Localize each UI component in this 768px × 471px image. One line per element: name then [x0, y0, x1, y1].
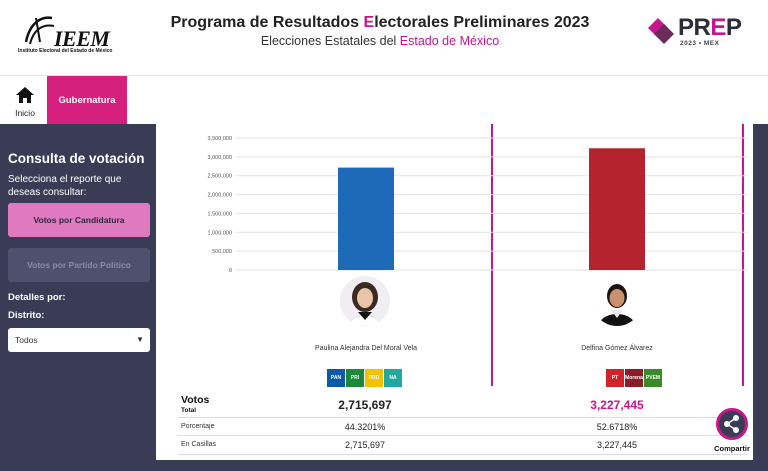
- header: IEEM Instituto Electoral del Estado de M…: [0, 0, 768, 76]
- chevron-down-icon: ▼: [136, 335, 144, 344]
- tab-gubernatura[interactable]: Gubernatura: [47, 76, 127, 124]
- page-title: Programa de Resultados Electorales Preli…: [170, 14, 590, 31]
- casillas-1: 2,715,697: [344, 440, 386, 450]
- votos-por-partido-button[interactable]: Votos por Partido Político: [8, 248, 150, 282]
- district-select-value: Todos: [15, 335, 38, 345]
- total-label: Total: [181, 407, 197, 414]
- share-label: Compartir: [714, 444, 750, 453]
- party-logo-na-icon: NA: [384, 369, 402, 387]
- table-divider: [178, 417, 748, 418]
- page-subtitle: Elecciones Estatales del Estado de Méxic…: [260, 34, 500, 48]
- sidebar: Consulta de votación Selecciona el repor…: [0, 124, 156, 471]
- y-tick-label: 2,500,000: [208, 174, 232, 180]
- prep-wordmark: PREP: [678, 14, 742, 41]
- casillas-2: 3,227,445: [596, 440, 638, 450]
- district-select[interactable]: Todos ▼: [8, 328, 150, 352]
- party-logos-1: PAN PRI PRD NA: [327, 369, 402, 387]
- ieem-emblem-icon: [24, 16, 55, 45]
- results-panel: 0 500,000 1,000,000 1,500,000 2,000,000 2,500…: [156, 124, 753, 460]
- y-tick-label: 3,000,000: [208, 155, 232, 161]
- bar-1[interactable]: [338, 167, 394, 270]
- bar-2[interactable]: [589, 148, 645, 270]
- candidate-name-1: Paulina Alejandra Del Moral Vela: [315, 345, 417, 352]
- casillas-label: En Casillas: [181, 441, 217, 448]
- ieem-tagline: Instituto Electoral del Estado de México: [18, 48, 113, 54]
- party-logo-pri-icon: PRI: [346, 369, 364, 387]
- share-icon: [724, 415, 739, 433]
- y-tick-label: 3,500,000: [208, 136, 232, 142]
- party-logo-pvem-icon: PVEM: [644, 369, 662, 387]
- party-logo-pan-icon: PAN: [327, 369, 345, 387]
- y-tick-label: 0: [229, 268, 232, 274]
- y-tick-label: 2,000,000: [208, 193, 232, 199]
- column-divider: [491, 124, 493, 386]
- votos-total-2: 3,227,445: [590, 398, 644, 412]
- candidate-name-2: Delfina Gómez Álvarez: [581, 345, 653, 352]
- votos-por-candidatura-button[interactable]: Votos por Candidatura: [8, 203, 150, 237]
- y-tick-label: 1,500,000: [208, 211, 232, 217]
- candidate-photo-2: [592, 276, 642, 326]
- y-tick-label: 1,000,000: [208, 230, 232, 236]
- porcentaje-label: Porcentaje: [181, 423, 215, 430]
- prep-year: 2023 • MEX: [680, 40, 720, 47]
- ieem-brand-text: IEEM: [54, 26, 110, 51]
- votos-total-1: 2,715,697: [338, 398, 392, 412]
- porcentaje-1: 44.3201%: [344, 422, 386, 432]
- share-button[interactable]: Compartir: [708, 404, 756, 454]
- home-label: Inicio: [15, 108, 35, 118]
- votes-bar-chart: 0 500,000 1,000,000 1,500,000 2,000,000 2,500…: [208, 136, 748, 274]
- table-divider: [178, 435, 748, 436]
- party-logos-2: PT Morena PVEM: [606, 369, 662, 387]
- sidebar-description: Selecciona el reporte que deseas consult…: [8, 174, 122, 198]
- prep-logo[interactable]: PREP 2023 • MEX: [648, 12, 758, 52]
- ieem-logo[interactable]: IEEM Instituto Electoral del Estado de M…: [18, 12, 118, 60]
- party-logo-morena-icon: Morena: [625, 369, 643, 387]
- column-divider-right: [742, 124, 744, 386]
- porcentaje-2: 52.6718%: [596, 422, 638, 432]
- home-icon: [16, 87, 34, 103]
- prep-diamond-icon: [648, 18, 674, 44]
- sidebar-title: Consulta de votación: [8, 151, 145, 166]
- candidate-photo-1: [340, 276, 390, 326]
- y-tick-label: 500,000: [212, 249, 232, 255]
- top-nav: Inicio Gubernatura: [0, 76, 768, 124]
- share-icon-circle: [716, 408, 748, 440]
- district-label: Distrito:: [8, 310, 45, 321]
- table-divider: [178, 454, 748, 455]
- party-logo-prd-icon: PRD: [365, 369, 383, 387]
- home-button[interactable]: Inicio: [6, 78, 44, 122]
- details-label: Detalles por:: [8, 292, 66, 303]
- votos-label: Votos: [181, 394, 210, 406]
- party-logo-pt-icon: PT: [606, 369, 624, 387]
